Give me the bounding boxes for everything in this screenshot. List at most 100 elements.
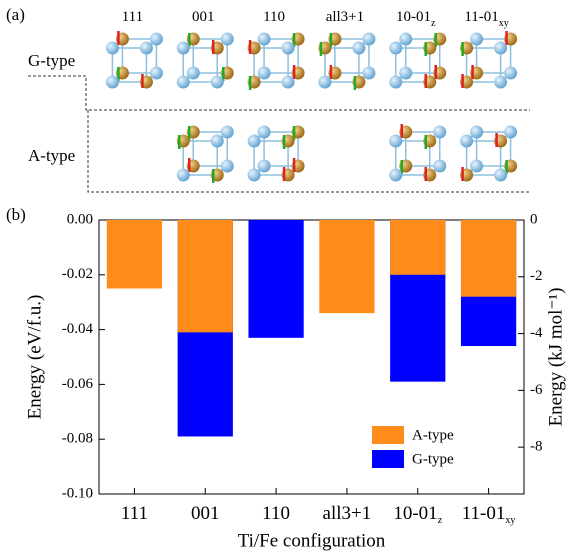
category: 001 (191, 503, 220, 524)
x-tick-label: all3+1 (323, 503, 372, 524)
structure (177, 126, 234, 184)
x-tick-label: 111 (122, 9, 143, 25)
bar (107, 220, 162, 289)
atom (258, 33, 271, 46)
atom (504, 67, 517, 80)
atom (389, 135, 402, 148)
atom (106, 76, 119, 89)
atom (150, 33, 163, 46)
x-tick-label: 11-01xy (462, 503, 516, 525)
x-tick-label: 110 (263, 9, 285, 25)
atom (460, 135, 473, 148)
x-tick-label: 11-01xy (464, 9, 508, 28)
x-axis-label: Ti/Fe configuration (238, 530, 386, 551)
y2-tick-label: 0 (530, 211, 538, 227)
y2-tick-label: -8 (530, 439, 543, 455)
category: 10-01 (396, 9, 431, 25)
bar (319, 220, 374, 313)
structure (389, 124, 446, 182)
atom (504, 126, 517, 139)
bar (248, 220, 303, 338)
category: all3+1 (323, 503, 372, 524)
structure (318, 33, 375, 91)
x-tick-label: 111 (121, 503, 148, 524)
y-axis-label: Energy (eV/f.u.) (24, 295, 45, 420)
atom (106, 42, 119, 55)
category-subscript: z (438, 515, 443, 526)
legend-swatch (372, 450, 404, 468)
atom (433, 160, 446, 173)
x-tick-label: 10-01z (396, 9, 436, 28)
structure (106, 31, 163, 89)
bar (461, 220, 516, 297)
legend-label: A-type (412, 427, 454, 443)
atom (470, 160, 483, 173)
x-tick-label: all3+1 (326, 9, 364, 25)
legend-swatch (372, 426, 404, 444)
y-tick-label: -0.10 (62, 485, 93, 501)
atom (399, 67, 412, 80)
atom (248, 135, 261, 148)
x-tick-label: 110 (262, 503, 290, 524)
atom (470, 33, 483, 46)
legend-label: G-type (412, 451, 454, 467)
atom (362, 33, 375, 46)
category-subscript: xy (499, 18, 509, 29)
panel-label: (b) (6, 205, 26, 224)
atom (282, 76, 295, 89)
category-subscript: z (431, 18, 436, 29)
atom (221, 126, 234, 139)
category: 111 (121, 503, 148, 524)
row-label: A-type (28, 146, 75, 165)
x-tick-label: 001 (191, 503, 220, 524)
category: 10-01 (393, 503, 437, 524)
atom (187, 67, 200, 80)
category: 111 (122, 9, 143, 25)
atom (494, 76, 507, 89)
atom (177, 169, 190, 182)
figure: (a) G-type A-type (b) 111 001 110 all3+1 10-… (0, 0, 571, 556)
atom (221, 33, 234, 46)
atom (389, 42, 402, 55)
structure (389, 33, 446, 89)
atom (177, 76, 190, 89)
atom (318, 76, 331, 89)
bar (178, 220, 233, 332)
atom (389, 76, 402, 89)
category: 110 (262, 503, 290, 524)
atom (389, 169, 402, 182)
plot-frame (99, 220, 524, 494)
panel-a: (a) G-type A-type (6, 5, 530, 192)
atom (494, 42, 507, 55)
y2-axis-label: Energy (kJ mol⁻¹) (545, 288, 566, 427)
atom (433, 126, 446, 139)
atom (221, 160, 234, 173)
structure (248, 126, 305, 182)
category: 11-01 (464, 9, 498, 25)
y-tick-label: -0.02 (62, 266, 93, 282)
y-tick-label: -0.04 (62, 321, 94, 337)
x-tick-label: 10-01z (393, 503, 442, 525)
atom (399, 33, 412, 46)
atom (211, 76, 224, 89)
y2-tick-label: -2 (530, 268, 543, 284)
structure (248, 33, 305, 91)
bar (390, 220, 445, 275)
atom (282, 42, 295, 55)
atom (140, 42, 153, 55)
category-subscript: xy (505, 515, 515, 526)
atom (150, 67, 163, 80)
structure (177, 33, 234, 89)
atom (258, 126, 271, 139)
category: 11-01 (462, 503, 506, 524)
atom (248, 169, 261, 182)
structure (460, 31, 517, 89)
y-tick-label: 0.00 (67, 211, 93, 227)
x-tick-label: 001 (192, 9, 215, 25)
atom (362, 67, 375, 80)
atom (258, 160, 271, 173)
y2-tick-label: -4 (530, 325, 543, 341)
category: 110 (263, 9, 285, 25)
atom (211, 135, 224, 148)
panel-label: (a) (6, 5, 25, 24)
